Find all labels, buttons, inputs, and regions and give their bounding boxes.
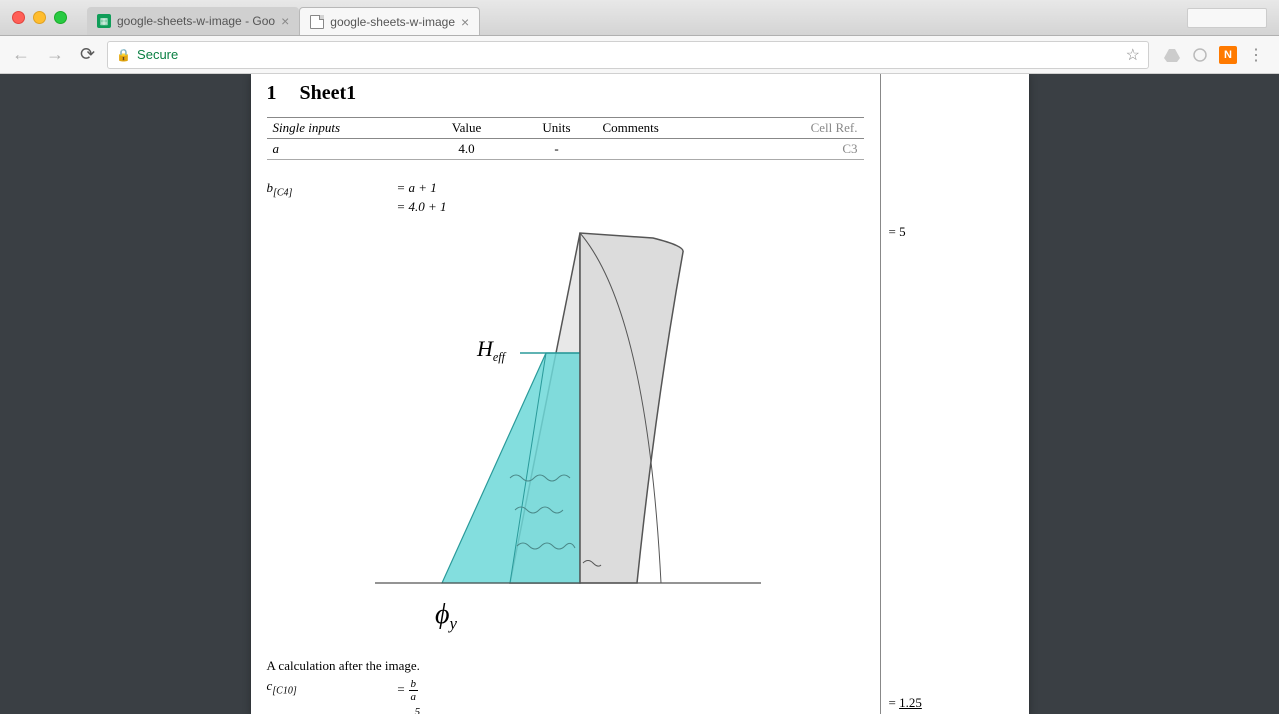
calc-caption: A calculation after the image. [267,658,864,674]
table-header-row: Single inputs Value Units Comments Cell … [267,118,864,139]
bookmark-star-icon[interactable]: ☆ [1126,45,1140,65]
inputs-table: Single inputs Value Units Comments Cell … [267,117,864,160]
url-field[interactable]: 🔒 Secure ☆ [107,41,1149,69]
dam-diagram: Heffϕy [365,228,765,648]
table-row: a 4.0 - C3 [267,139,864,160]
tab-strip: ▦ google-sheets-w-image - Goo × google-s… [87,0,480,35]
toolbar-icons: N ⋮ [1157,46,1271,64]
lock-icon: 🔒 [116,48,131,62]
col-header: Comments [597,118,740,139]
maximize-window-button[interactable] [54,11,67,24]
sheets-icon: ▦ [97,14,111,28]
extension-icon[interactable] [1191,46,1209,64]
col-header: Single inputs [267,118,417,139]
close-tab-icon[interactable]: × [281,13,289,29]
browser-tab-0[interactable]: ▦ google-sheets-w-image - Goo × [87,7,299,35]
calc-b-var: b[C4] [267,180,397,218]
calc-c-eq1: = ba [397,678,864,703]
cell-comments [597,139,740,160]
tab-title-0: google-sheets-w-image - Goo [117,14,275,28]
calc-b-block: b[C4] = a + 1 = 4.0 + 1 [267,180,864,218]
heading-number: 1 [267,82,277,104]
cell-name: a [267,139,417,160]
calc-b-eq2: = 4.0 + 1 [397,199,864,215]
minimize-window-button[interactable] [33,11,46,24]
col-header: Value [417,118,517,139]
calc-b-eq1: = a + 1 [397,180,864,196]
calc-c-result: = 1.25 [889,695,1021,711]
sheet-heading: 1 Sheet1 [267,82,864,105]
secure-label: Secure [137,47,178,62]
reload-button[interactable]: ⟳ [76,40,99,69]
file-icon [310,15,324,29]
diagram-container: Heffϕy [267,228,864,648]
address-bar: ← → ⟳ 🔒 Secure ☆ N ⋮ [0,36,1279,74]
right-margin-column: = 5 = 1.25 [881,74,1029,714]
hubspot-icon[interactable]: N [1219,46,1237,64]
menu-icon[interactable]: ⋮ [1247,46,1265,64]
window-right-block [1187,8,1267,28]
cell-units: - [517,139,597,160]
window-titlebar: ▦ google-sheets-w-image - Goo × google-s… [0,0,1279,36]
heading-title: Sheet1 [300,82,357,104]
col-header: Cell Ref. [740,118,864,139]
traffic-lights [12,11,67,24]
back-button[interactable]: ← [8,40,34,69]
calc-b-result: = 5 [889,224,1021,240]
drive-icon[interactable] [1163,46,1181,64]
calc-c-var: c[C10] [267,678,397,714]
tab-title-1: google-sheets-w-image [330,15,455,29]
close-window-button[interactable] [12,11,25,24]
page-viewport[interactable]: 1 Sheet1 Single inputs Value Units Comme… [0,74,1279,714]
browser-tab-1[interactable]: google-sheets-w-image × [299,7,480,35]
forward-button[interactable]: → [42,40,68,69]
calc-c-eq2: = 54.0 [397,706,864,714]
cell-value: 4.0 [417,139,517,160]
cell-ref: C3 [740,139,864,160]
close-tab-icon[interactable]: × [461,14,469,30]
col-header: Units [517,118,597,139]
pdf-page: 1 Sheet1 Single inputs Value Units Comme… [251,74,1029,714]
calc-c-block: c[C10] = ba = 54.0 [267,678,864,714]
